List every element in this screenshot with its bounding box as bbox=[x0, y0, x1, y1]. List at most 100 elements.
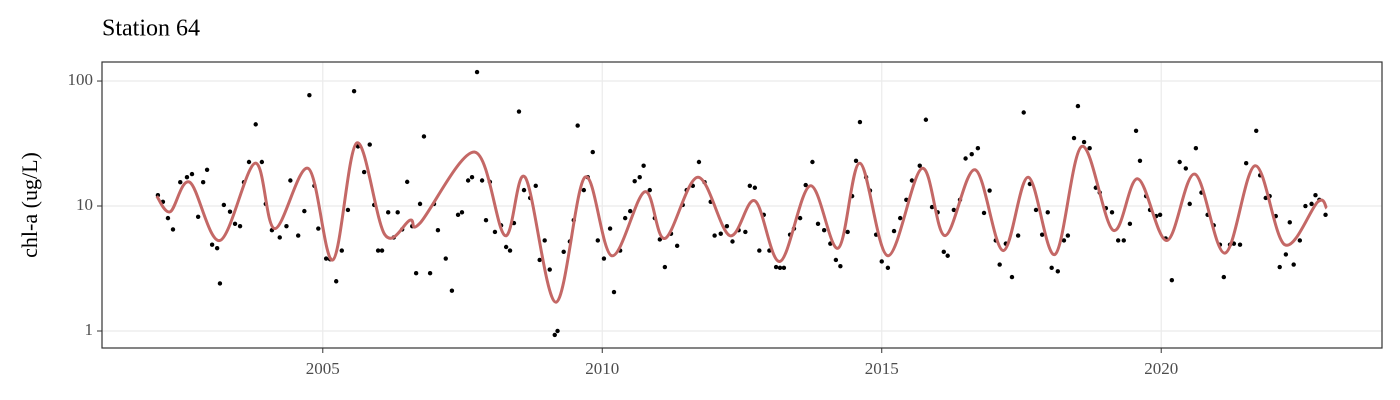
data-point bbox=[165, 215, 171, 221]
data-point bbox=[1033, 207, 1039, 213]
data-point bbox=[674, 243, 680, 249]
data-point bbox=[1075, 103, 1081, 109]
data-point bbox=[339, 248, 344, 253]
data-point bbox=[712, 233, 717, 238]
data-point bbox=[232, 221, 238, 227]
data-point bbox=[1309, 201, 1314, 207]
data-point bbox=[1297, 238, 1303, 243]
data-point bbox=[797, 215, 803, 221]
data-point bbox=[417, 201, 423, 207]
data-point bbox=[1137, 158, 1143, 164]
data-point bbox=[781, 265, 787, 271]
data-point bbox=[1193, 146, 1199, 151]
data-point bbox=[757, 248, 762, 253]
data-point bbox=[595, 238, 600, 243]
data-point bbox=[1221, 274, 1227, 280]
data-point bbox=[351, 88, 357, 94]
data-point bbox=[503, 244, 509, 250]
data-point bbox=[821, 228, 827, 233]
data-point bbox=[1187, 201, 1192, 207]
data-point bbox=[815, 221, 821, 227]
data-point bbox=[1303, 203, 1308, 209]
chart-title: Station 64 bbox=[102, 16, 200, 42]
data-point bbox=[607, 226, 613, 231]
data-point bbox=[246, 159, 252, 165]
data-point bbox=[449, 288, 455, 293]
data-point bbox=[730, 239, 735, 244]
y-tick-label: 10 bbox=[76, 195, 93, 214]
data-point bbox=[1237, 242, 1243, 247]
data-point bbox=[533, 183, 538, 189]
data-point bbox=[718, 231, 723, 236]
data-point bbox=[923, 117, 929, 122]
data-point bbox=[963, 156, 968, 161]
data-point bbox=[929, 204, 935, 210]
data-point bbox=[361, 169, 367, 175]
data-point bbox=[885, 265, 891, 271]
data-point bbox=[323, 256, 329, 261]
data-point bbox=[997, 262, 1002, 267]
data-point bbox=[1177, 159, 1182, 165]
data-point bbox=[743, 229, 748, 235]
data-point bbox=[375, 248, 381, 253]
data-point bbox=[1287, 220, 1292, 225]
data-point bbox=[1065, 233, 1071, 238]
data-point bbox=[657, 237, 663, 242]
data-point bbox=[521, 187, 527, 193]
data-point bbox=[637, 175, 642, 180]
data-point bbox=[189, 171, 195, 177]
data-point bbox=[945, 253, 950, 258]
data-point bbox=[891, 228, 897, 234]
data-point bbox=[334, 279, 339, 284]
data-point bbox=[1039, 232, 1045, 237]
data-point bbox=[284, 223, 289, 229]
data-point bbox=[170, 227, 176, 232]
data-point bbox=[1254, 128, 1259, 133]
data-point bbox=[575, 123, 580, 128]
data-point bbox=[724, 223, 730, 229]
data-point bbox=[217, 281, 223, 286]
data-point bbox=[221, 202, 227, 208]
data-point bbox=[288, 178, 293, 183]
data-point bbox=[628, 208, 633, 214]
data-point bbox=[845, 229, 850, 235]
data-point bbox=[1121, 238, 1126, 243]
x-tick-label: 2020 bbox=[1144, 359, 1178, 378]
data-point bbox=[195, 214, 201, 219]
data-point bbox=[857, 119, 863, 125]
data-point bbox=[552, 332, 557, 338]
data-point bbox=[465, 178, 471, 183]
data-point bbox=[253, 122, 258, 127]
data-point bbox=[752, 185, 758, 190]
y-tick-label: 100 bbox=[68, 70, 94, 89]
data-point bbox=[1049, 265, 1054, 271]
data-point bbox=[838, 263, 843, 269]
data-point bbox=[479, 178, 485, 183]
data-point bbox=[547, 267, 552, 272]
data-point bbox=[537, 257, 542, 263]
data-point bbox=[474, 69, 480, 75]
data-point bbox=[1283, 252, 1289, 257]
data-point bbox=[227, 209, 233, 214]
data-point bbox=[178, 180, 183, 185]
data-point bbox=[455, 212, 461, 218]
data-point bbox=[516, 109, 522, 114]
data-point bbox=[879, 259, 884, 264]
x-tick-label: 2010 bbox=[585, 359, 619, 378]
data-point bbox=[975, 146, 981, 151]
data-point bbox=[581, 187, 587, 193]
data-point bbox=[777, 265, 783, 271]
data-point bbox=[803, 182, 808, 188]
data-point bbox=[316, 226, 321, 231]
data-point bbox=[277, 235, 282, 240]
data-point bbox=[941, 249, 946, 255]
data-point bbox=[897, 215, 903, 221]
data-point bbox=[302, 208, 307, 214]
data-point bbox=[379, 248, 385, 253]
data-point bbox=[590, 149, 595, 155]
data-point bbox=[1157, 212, 1163, 218]
data-point bbox=[1323, 212, 1328, 218]
data-point bbox=[969, 151, 974, 157]
data-point bbox=[1061, 238, 1067, 243]
data-point bbox=[611, 289, 617, 295]
